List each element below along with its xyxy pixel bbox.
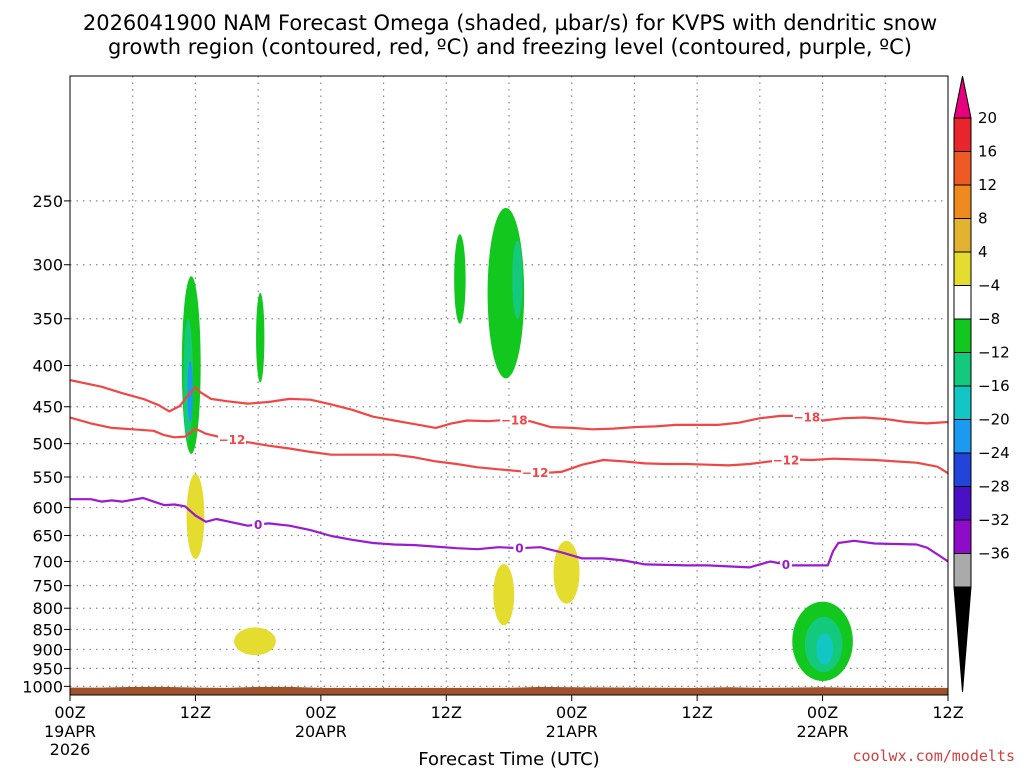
contour-label-bg [513, 541, 526, 556]
terrain-ground [70, 686, 948, 695]
contour-label: −18 [794, 411, 821, 425]
y-tick-label: 750 [32, 577, 63, 596]
colorbar-bin [953, 452, 972, 487]
colorbar-bin [953, 151, 972, 186]
contour-label: −12 [219, 433, 246, 447]
colorbar-bin [953, 486, 972, 521]
y-tick-label: 400 [32, 356, 63, 375]
y-tick-label: 250 [32, 192, 63, 211]
colorbar-label: −20 [978, 411, 1010, 429]
y-tick-label: 950 [32, 659, 63, 678]
omega-shading [181, 207, 853, 682]
contour-label: −18 [501, 414, 528, 428]
contour-label: 0 [254, 518, 262, 532]
colorbar-bin [953, 519, 972, 554]
colorbar-label: −12 [978, 344, 1010, 362]
contour-label-bg [521, 465, 550, 480]
omega-region-4 [454, 234, 466, 324]
contour-lines: −18 −18 −12 −12 −12 0 0 0 [70, 379, 948, 572]
contour-label-bg [792, 410, 821, 425]
x-tick-label: 00Z [305, 703, 336, 722]
omega-region-9 [493, 563, 515, 626]
y-tick-label: 550 [32, 468, 63, 487]
colorbar-label: −28 [978, 478, 1010, 496]
colorbar-bin [953, 318, 972, 353]
colorbar-label: 16 [978, 143, 997, 161]
x-tick-label: 00Z [556, 703, 587, 722]
x-tick-label: 12Z [180, 703, 211, 722]
x-tick-year-label: 2026 [50, 740, 91, 759]
contour-label: −12 [522, 466, 549, 480]
colorbar-label: 12 [978, 176, 997, 194]
y-tick-label: 300 [32, 256, 63, 275]
colorbar-bin [953, 117, 972, 152]
colorbar-bin [953, 385, 972, 420]
colorbar-bin [953, 553, 972, 588]
x-tick-label: 12Z [681, 703, 712, 722]
colorbar-label: −24 [978, 444, 1010, 462]
plot-area: −18 −18 −12 −12 −12 0 0 0 [69, 75, 949, 696]
y-tick-label: 600 [32, 498, 63, 517]
contour-label-bg [218, 432, 247, 447]
x-tick-date-label: 19APR [44, 722, 96, 741]
y-tick-label: 800 [32, 599, 63, 618]
omega-region-13 [816, 633, 834, 665]
y-tick-label: 350 [32, 310, 63, 329]
y-tick-label: 900 [32, 640, 63, 659]
omega-region-8 [234, 627, 276, 656]
x-tick-label: 00Z [807, 703, 838, 722]
contour-label: 0 [515, 542, 523, 556]
colorbar-label: −4 [978, 277, 1000, 295]
x-tick-date-label: 22APR [797, 722, 849, 741]
colorbar-bin [953, 419, 972, 454]
colorbar-label: −32 [978, 511, 1010, 529]
chart-title-line-2: growth region (contoured, red, ºC) and f… [108, 35, 912, 59]
colorbar-bin [953, 218, 972, 253]
colorbar-label: −36 [978, 545, 1010, 563]
omega-region-6 [512, 240, 523, 319]
y-tick-label: 850 [32, 620, 63, 639]
contour-label-bg [779, 557, 792, 572]
y-tick-label: 450 [32, 398, 63, 417]
y-tick-label: 650 [32, 527, 63, 546]
contour-line-1 [70, 416, 948, 475]
y-axis-pressure: 2503003504004505005506006507007508008509… [22, 192, 70, 696]
x-axis-title: Forecast Time (UTC) [418, 749, 599, 768]
contour-line-2 [70, 496, 948, 569]
contour-line-0 [70, 379, 948, 431]
y-tick-label: 1000 [22, 677, 63, 696]
x-tick-label: 00Z [54, 703, 85, 722]
contour-label: −12 [773, 453, 800, 467]
colorbar-bin [953, 184, 972, 219]
colorbar-label: −8 [978, 310, 1000, 328]
omega-region-3 [256, 292, 265, 383]
colorbar-label: 20 [978, 109, 997, 127]
contour-label-bg [771, 452, 800, 467]
colorbar-label: 4 [978, 243, 988, 261]
x-tick-label: 12Z [932, 703, 963, 722]
x-tick-date-label: 20APR [295, 722, 347, 741]
plot-frame [69, 75, 949, 696]
contour-label-bg [252, 517, 265, 532]
chart-title-line-1: 2026041900 NAM Forecast Omega (shaded, µ… [83, 11, 937, 35]
colorbar-bin [953, 251, 972, 286]
colorbar-label: 8 [978, 210, 988, 228]
colorbar-top-arrow [953, 75, 972, 119]
terrain-layer [70, 686, 948, 695]
x-tick-label: 12Z [431, 703, 462, 722]
y-tick-label: 700 [32, 552, 63, 571]
y-tick-label: 500 [32, 435, 63, 454]
contour-label-bg [500, 413, 529, 428]
colorbar-bin [953, 352, 972, 387]
colorbar-label: −16 [978, 377, 1010, 395]
colorbar-legend: 20 16 12 8 4 −4 −8 −12 −16 −20 −24 −28 −32 −36 [953, 75, 1010, 693]
x-tick-date-label: 21APR [546, 722, 598, 741]
credit-text: coolwx.com/modelts [852, 747, 1015, 765]
contour-label: 0 [782, 558, 790, 572]
colorbar-bottom-arrow [953, 586, 972, 693]
colorbar-bin [953, 285, 972, 320]
